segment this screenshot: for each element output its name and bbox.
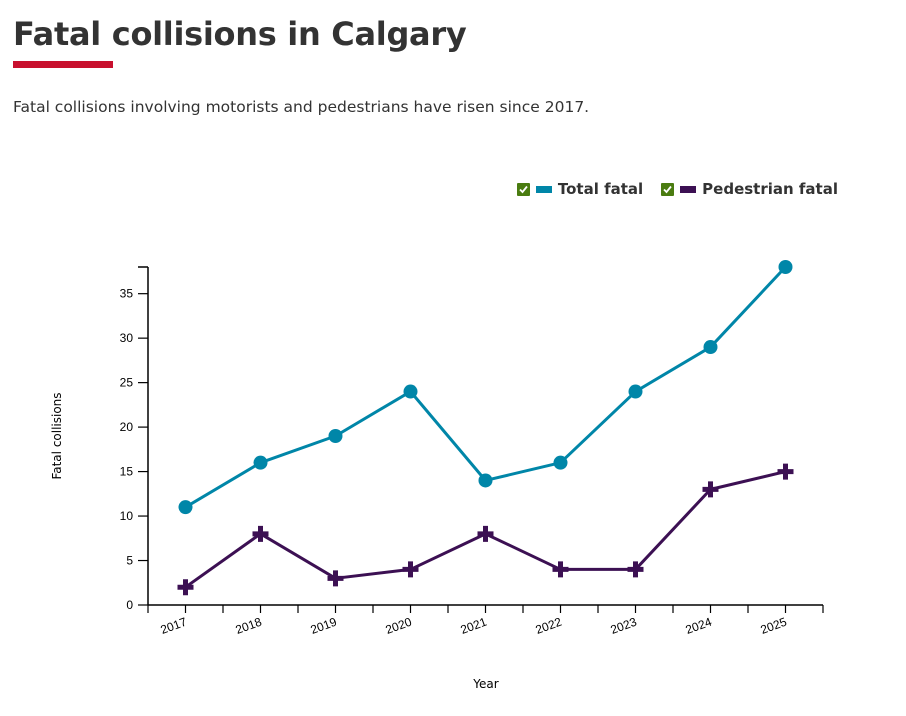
chart-legend: Total fatal Pedestrian fatal	[499, 180, 838, 198]
y-tick-label: 25	[120, 376, 134, 390]
data-point[interactable]	[253, 455, 268, 470]
title-accent-rule	[13, 61, 113, 68]
data-point[interactable]	[327, 570, 344, 587]
y-axis-title: Fatal collisions	[50, 392, 64, 479]
series-pedestrian-fatal	[177, 463, 794, 596]
x-tick-label: 2022	[534, 615, 564, 637]
checkbox-checked-icon[interactable]	[661, 182, 675, 196]
x-tick-label: 2018	[234, 615, 264, 637]
series-total-fatal	[178, 260, 793, 515]
legend-swatch	[535, 185, 552, 193]
data-point[interactable]	[702, 481, 719, 498]
x-tick-label: 2020	[384, 615, 414, 637]
y-tick-label: 35	[120, 287, 134, 301]
legend-label: Total fatal	[557, 180, 644, 198]
page-subtitle: Fatal collisions involving motorists and…	[13, 98, 590, 116]
y-axis: 0 5 10 15 20 25 30 35	[120, 266, 149, 612]
x-tick-label: 2017	[159, 615, 189, 637]
data-point[interactable]	[177, 579, 194, 596]
series-layer	[177, 260, 794, 596]
x-tick-label: 2025	[759, 615, 789, 637]
page-title: Fatal collisions in Calgary	[13, 15, 467, 53]
checkbox-checked-icon[interactable]	[516, 182, 530, 196]
data-point[interactable]	[252, 525, 269, 542]
x-tick-label: 2023	[609, 615, 639, 637]
y-tick-label: 30	[120, 331, 134, 345]
y-tick-label: 5	[126, 554, 133, 568]
y-tick-label: 10	[120, 509, 134, 523]
legend-item-total-fatal[interactable]: Total fatal	[516, 180, 644, 198]
data-point[interactable]	[403, 384, 418, 399]
legend-label: Pedestrian fatal	[702, 180, 838, 198]
data-point[interactable]	[703, 340, 718, 355]
data-point[interactable]	[478, 473, 493, 488]
x-axis-title: Year	[472, 677, 498, 691]
y-tick-label: 15	[120, 465, 134, 479]
data-point[interactable]	[628, 384, 643, 399]
x-tick-label: 2024	[684, 615, 714, 637]
data-point[interactable]	[627, 561, 644, 578]
legend-item-pedestrian-fatal[interactable]: Pedestrian fatal	[661, 180, 838, 198]
data-point[interactable]	[777, 463, 794, 480]
x-tick-label: 2019	[309, 615, 339, 637]
x-axis: 2017 2018 2019 2020 2021 2022 2023 2024 2025	[147, 604, 824, 637]
data-point[interactable]	[178, 500, 193, 515]
data-point[interactable]	[553, 455, 568, 470]
y-tick-label: 20	[120, 420, 134, 434]
data-point[interactable]	[778, 260, 793, 274]
x-tick-label: 2021	[459, 615, 489, 637]
series-line	[184, 265, 787, 509]
legend-swatch	[680, 185, 697, 193]
data-point[interactable]	[552, 561, 569, 578]
data-point[interactable]	[402, 561, 419, 578]
y-tick-label: 0	[126, 598, 133, 612]
data-point[interactable]	[477, 525, 494, 542]
data-point[interactable]	[328, 429, 343, 443]
